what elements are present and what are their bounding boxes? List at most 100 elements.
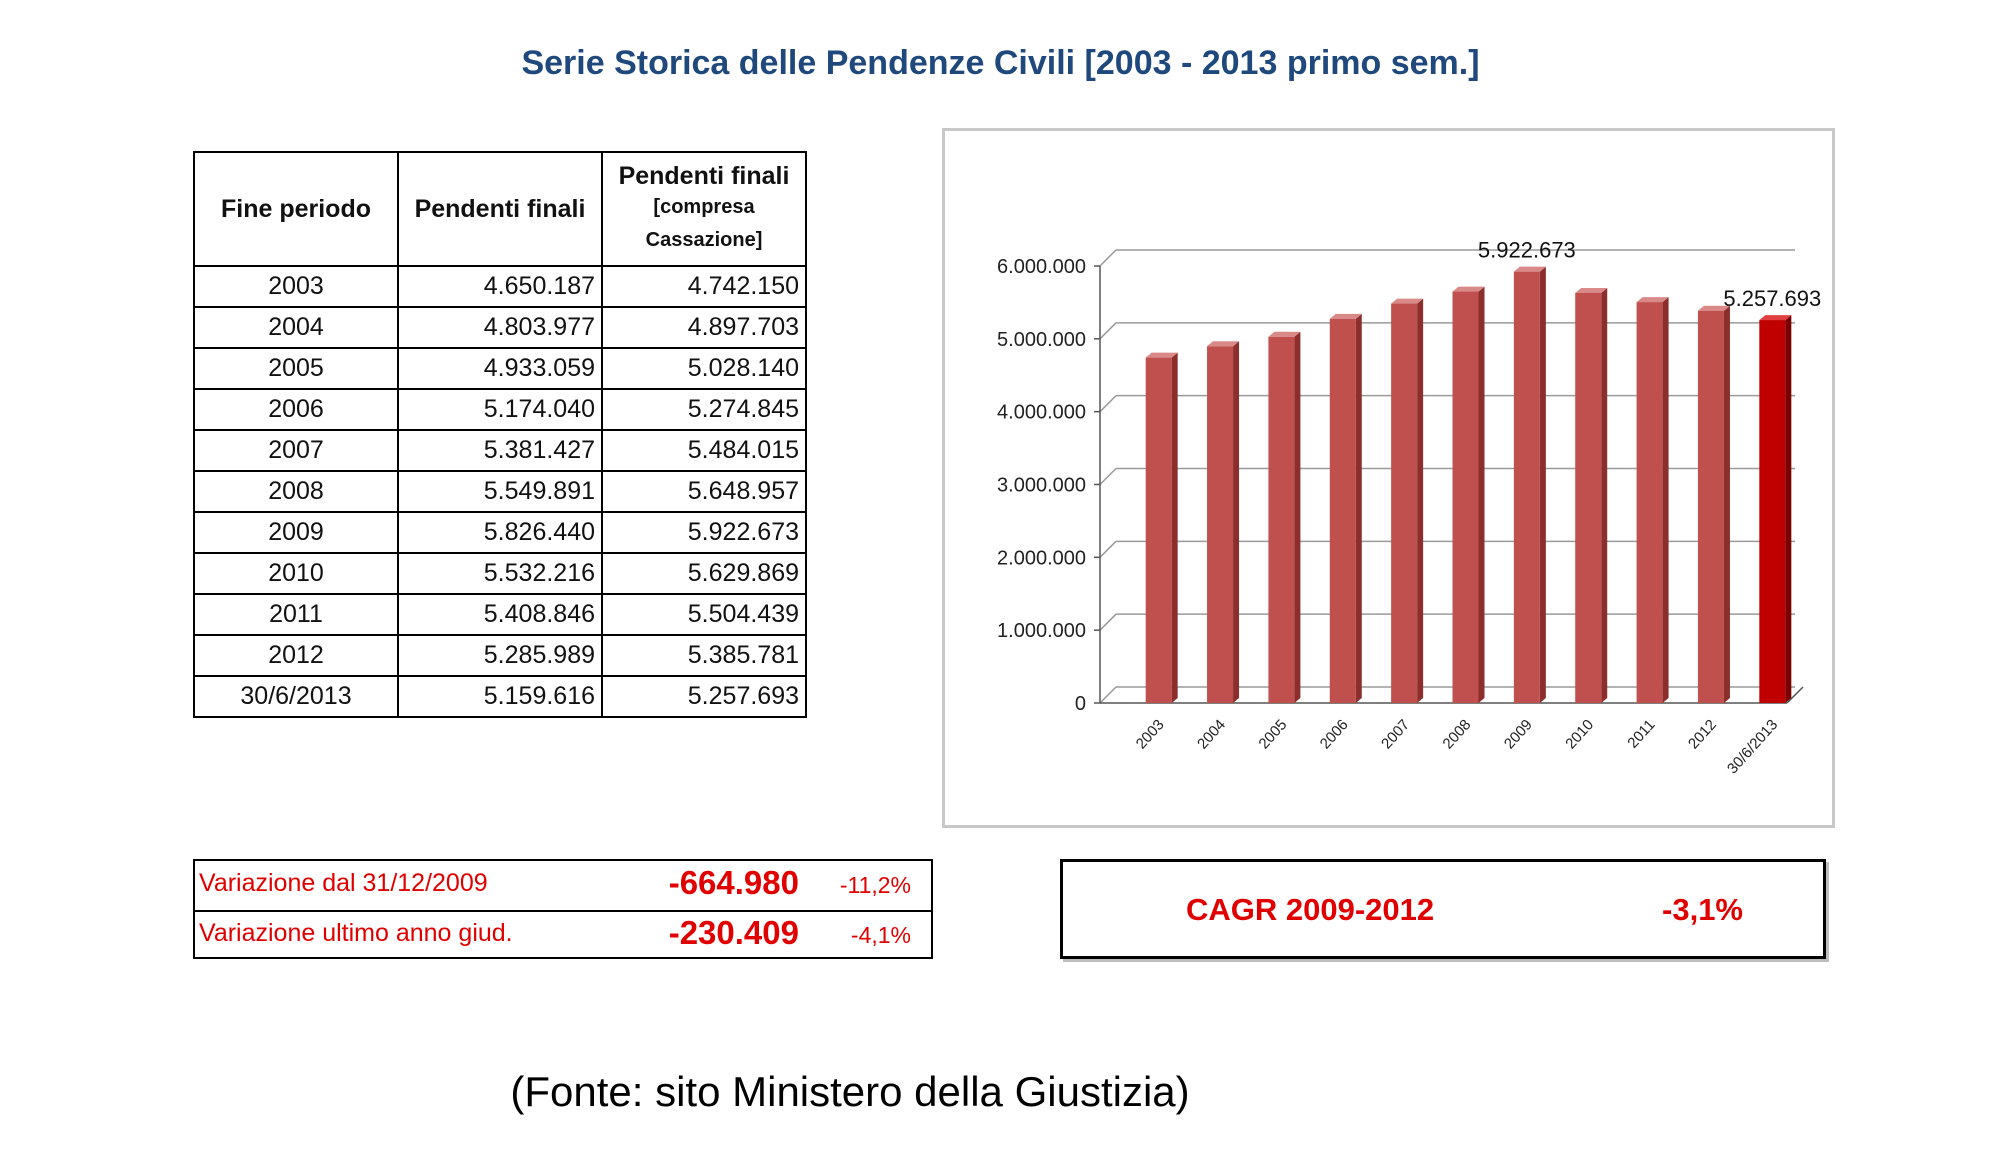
bar <box>1452 291 1479 703</box>
cell-period: 2005 <box>193 347 399 390</box>
table-row: 2004 4.803.977 4.897.703 <box>193 306 807 349</box>
gridline <box>1099 249 1117 267</box>
col-header-period: Fine periodo <box>193 151 399 267</box>
table-row: 2005 4.933.059 5.028.140 <box>193 347 807 390</box>
y-tick-label: 0 <box>1075 693 1086 715</box>
y-tick-label: 3.000.000 <box>997 475 1086 497</box>
cell-pendenti: 5.381.427 <box>397 429 603 472</box>
bar-side <box>1233 341 1240 703</box>
table-row: 2010 5.532.216 5.629.869 <box>193 552 807 595</box>
table-row: 2003 4.650.187 4.742.150 <box>193 265 807 308</box>
col-header-main: Pendenti finali <box>618 161 790 190</box>
x-tick-label: 30/6/2013 <box>1724 716 1781 777</box>
bar-top <box>1636 297 1669 303</box>
y-tick-label: 2.000.000 <box>997 547 1086 569</box>
table-row: 2011 5.408.846 5.504.439 <box>193 593 807 636</box>
bar <box>1329 318 1356 703</box>
x-tick-label: 2007 <box>1378 716 1413 752</box>
cell-period: 2006 <box>193 388 399 431</box>
bar-top <box>1697 305 1730 311</box>
bar-side <box>1355 313 1362 703</box>
x-tick-label: 2006 <box>1317 716 1352 752</box>
variation-percent: -4,1% <box>850 922 911 948</box>
col-header-pendenti-cassazione: Pendenti finali [compresa Cassazione] <box>601 151 807 267</box>
table-header-row: Fine periodo Pendenti finali Pendenti fi… <box>193 151 807 267</box>
cell-pendenti: 5.159.616 <box>397 675 603 718</box>
bar-top <box>1329 313 1362 319</box>
bar <box>1391 303 1418 703</box>
variation-row: Variazione dal 31/12/2009 -664.980 -11,2… <box>195 861 931 912</box>
variation-value: -664.980 <box>668 864 799 901</box>
y-tick-label: 5.000.000 <box>997 329 1086 351</box>
x-tick-label: 2011 <box>1624 716 1658 751</box>
variation-percent: -11,2% <box>839 872 911 898</box>
variation-value: -230.409 <box>668 914 799 951</box>
bar <box>1145 357 1172 703</box>
bar-chart: 0 1.000.000 2.000.000 3.000.000 4.000.000 5.0… <box>997 238 1821 778</box>
cell-pendenti-cassazione: 5.484.015 <box>601 429 807 472</box>
table-row: 30/6/2013 5.159.616 5.257.693 <box>193 675 807 718</box>
cell-period: 2010 <box>193 552 399 595</box>
bar-top <box>1759 315 1792 321</box>
gridline <box>1099 540 1117 558</box>
bar-chart-frame: 0 1.000.000 2.000.000 3.000.000 4.000.000 5.0… <box>942 128 1835 828</box>
bar-top <box>1575 287 1608 293</box>
data-label: 5.257.693 <box>1723 286 1821 311</box>
table-body: 2003 4.650.187 4.742.150 2004 4.803.977 4.897… <box>193 265 807 718</box>
col-header-sub: [compresa Cassazione] <box>645 195 763 251</box>
table-row: 2007 5.381.427 5.484.015 <box>193 429 807 472</box>
cell-pendenti-cassazione: 4.897.703 <box>601 306 807 349</box>
cell-period: 2012 <box>193 634 399 677</box>
cell-period: 2007 <box>193 429 399 472</box>
y-tick-label: 6.000.000 <box>997 256 1086 278</box>
variation-label: Variazione dal 31/12/2009 <box>199 869 488 897</box>
x-tick-label: 2004 <box>1194 716 1229 752</box>
gridline <box>1099 467 1117 486</box>
y-tick-label: 1.000.000 <box>997 620 1086 642</box>
table-row: 2012 5.285.989 5.385.781 <box>193 634 807 677</box>
cell-pendenti: 5.532.216 <box>397 552 603 595</box>
col-header-pendenti: Pendenti finali <box>397 151 603 267</box>
cell-pendenti-cassazione: 5.028.140 <box>601 347 807 390</box>
source-note: (Fonte: sito Ministero della Giustizia) <box>510 1068 1190 1115</box>
table-row: 2009 5.826.440 5.922.673 <box>193 511 807 554</box>
bar-top <box>1145 352 1178 358</box>
gridline <box>1099 686 1117 704</box>
bar <box>1268 336 1295 703</box>
bar-side <box>1539 266 1546 703</box>
x-tick-label: 2008 <box>1440 716 1475 752</box>
cell-pendenti: 5.408.846 <box>397 593 603 636</box>
variation-label: Variazione ultimo anno giud. <box>199 919 513 947</box>
cell-pendenti: 4.650.187 <box>397 265 603 308</box>
cagr-label: CAGR 2009-2012 <box>1186 892 1435 927</box>
variation-box: Variazione dal 31/12/2009 -664.980 -11,2… <box>193 859 933 959</box>
x-tick-label: 2012 <box>1685 716 1720 752</box>
bar <box>1636 302 1663 703</box>
cell-pendenti-cassazione: 5.504.439 <box>601 593 807 636</box>
cagr-box: CAGR 2009-2012 -3,1% <box>1060 859 1826 959</box>
cell-period: 2004 <box>193 306 399 349</box>
cell-pendenti-cassazione: 5.648.957 <box>601 470 807 513</box>
pendenze-table: Fine periodo Pendenti finali Pendenti fi… <box>193 151 807 718</box>
cell-pendenti: 5.285.989 <box>397 634 603 677</box>
cell-period: 2003 <box>193 265 399 308</box>
bar-top <box>1452 286 1485 292</box>
cell-pendenti-cassazione: 5.385.781 <box>601 634 807 677</box>
cell-period: 2008 <box>193 470 399 513</box>
cell-period: 2011 <box>193 593 399 636</box>
cell-pendenti-cassazione: 4.742.150 <box>601 265 807 308</box>
bar-top <box>1207 341 1240 347</box>
cell-pendenti-cassazione: 5.922.673 <box>601 511 807 554</box>
x-tick-label: 2010 <box>1562 716 1597 752</box>
x-tick-label: 2009 <box>1501 716 1536 752</box>
table-row: 2008 5.549.891 5.648.957 <box>193 470 807 513</box>
bar <box>1207 346 1234 703</box>
bar-side <box>1662 297 1669 703</box>
data-label: 5.922.673 <box>1478 238 1576 263</box>
cell-pendenti: 5.826.440 <box>397 511 603 554</box>
bar-side <box>1601 287 1608 703</box>
bar-side <box>1294 331 1301 703</box>
cell-pendenti-cassazione: 5.274.845 <box>601 388 807 431</box>
bar-side <box>1171 352 1178 703</box>
cell-pendenti: 5.174.040 <box>397 388 603 431</box>
